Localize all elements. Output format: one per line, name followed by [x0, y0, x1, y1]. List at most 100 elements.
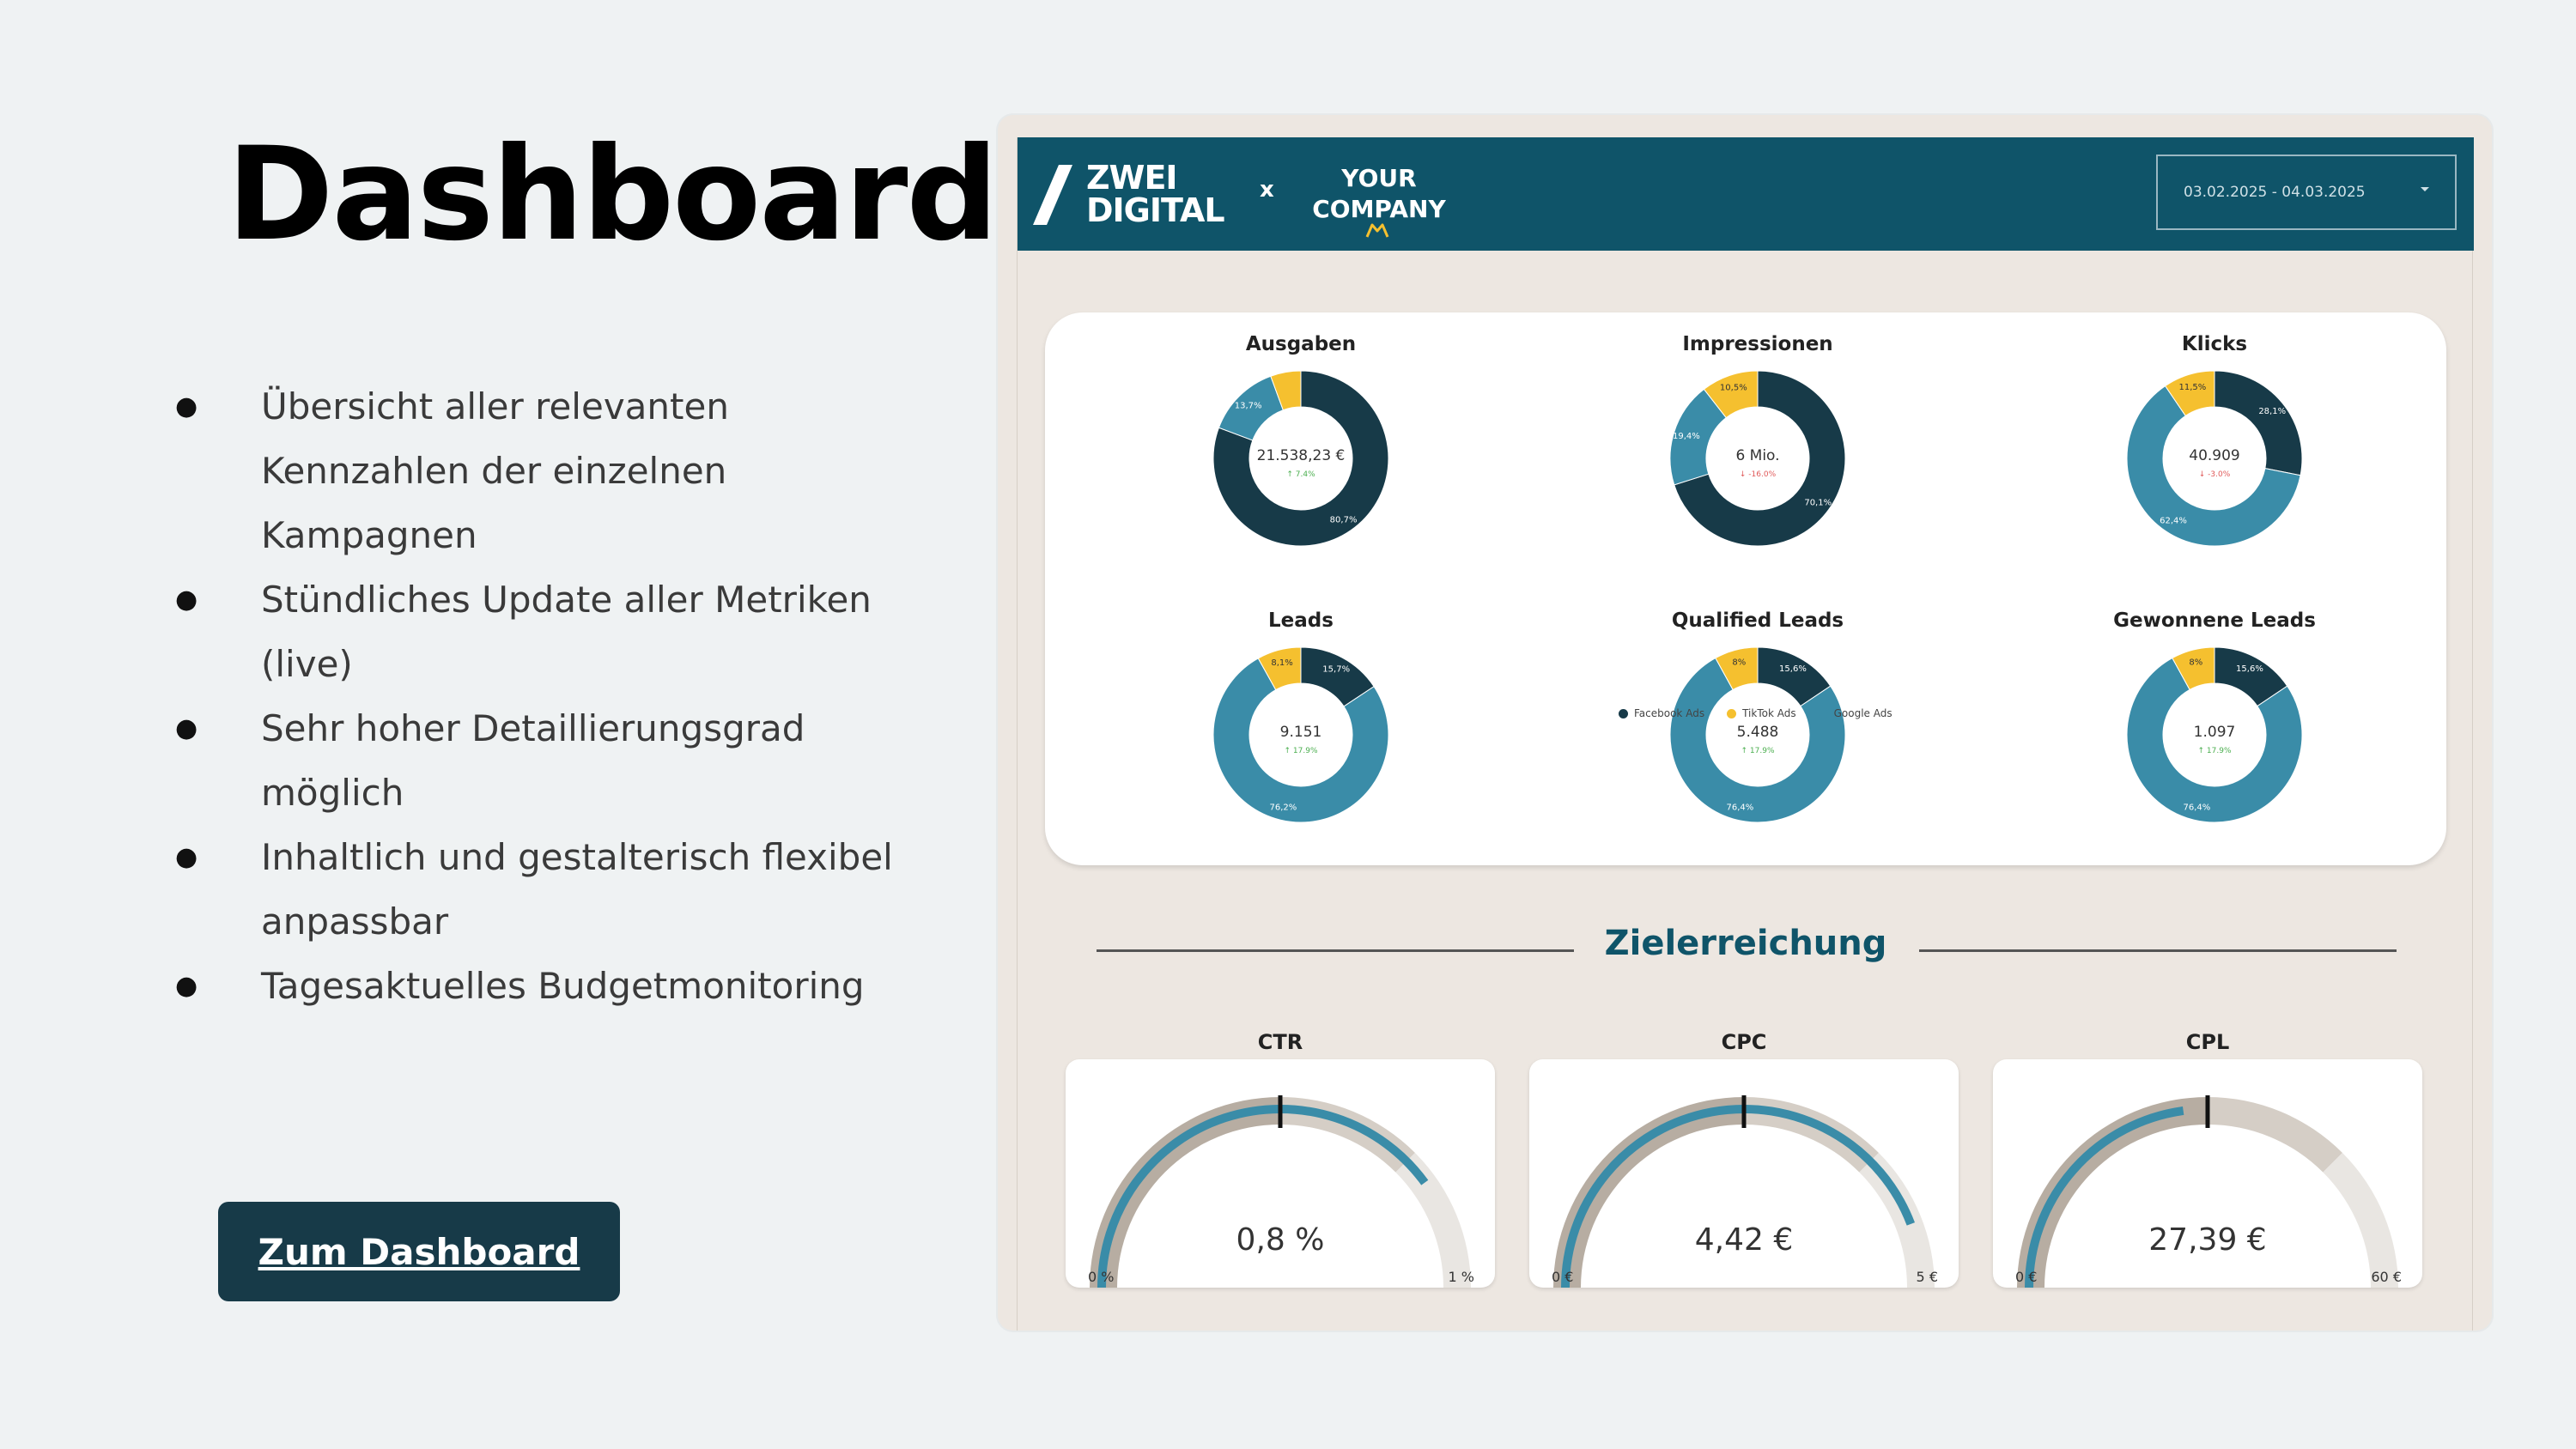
- slice-label: 15,6%: [2236, 664, 2263, 674]
- brand-logo: ZWEI DIGITAL: [1086, 161, 1225, 229]
- donut-svg: Ausgaben 80,7% 13,7% 21.538,23 € ↑ 7.4%: [1212, 333, 1389, 547]
- slice-label: 76,4%: [2184, 803, 2211, 813]
- legend-dot-icon: [1818, 708, 1828, 718]
- chart-change: ↓ -16.0%: [1740, 470, 1777, 479]
- gauge-title: CPC: [1721, 1030, 1767, 1054]
- gauge-value-arc: [1097, 1105, 1429, 1288]
- chart-title: Leads: [1268, 609, 1334, 632]
- slice-label: 15,6%: [1779, 664, 1807, 674]
- donut-slice-facebook: [2214, 370, 2303, 476]
- donut-slice-google: [2126, 385, 2301, 547]
- client-logo: YOUR COMPANY: [1297, 163, 1461, 225]
- feature-list: Übersicht aller relevanten Kennzahlen de…: [172, 374, 927, 1018]
- slice-label: 62,4%: [2160, 517, 2187, 526]
- donut-slice-tiktok: [1703, 370, 1759, 419]
- slice-label: 8%: [2189, 658, 2202, 668]
- slice-label: 76,2%: [1270, 803, 1297, 813]
- donut-svg: Qualified Leads 15,6% 76,4% 8% 5.488 ↑ 17.9%: [1669, 609, 1846, 823]
- feature-item: Inhaltlich und gestalterisch flexibel an…: [172, 825, 927, 954]
- legend-label: Google Ads: [1833, 707, 1893, 719]
- dashboard-canvas: ZWEI DIGITAL x YOUR COMPANY 03.02.2025 -…: [1017, 137, 2474, 1331]
- chart-center-value: 21.538,23 €: [1257, 447, 1346, 464]
- legend-dot-icon: [1619, 708, 1628, 718]
- donut-slice-tiktok: [1715, 646, 1759, 691]
- brand-separator: x: [1260, 177, 1274, 203]
- slice-label: 10,5%: [1720, 384, 1747, 393]
- legend-label: Facebook Ads: [1634, 707, 1705, 719]
- slice-label: 8,1%: [1271, 658, 1292, 668]
- page-title: Dashboard: [227, 120, 999, 270]
- client-logo-line: YOUR: [1341, 164, 1417, 192]
- gauge-band: [1090, 1097, 1280, 1288]
- gauge-band: [1553, 1097, 1744, 1288]
- chart-change: ↑ 17.9%: [1285, 747, 1318, 755]
- slice-label: 76,4%: [1727, 803, 1754, 813]
- gauge-min-label: 0 €: [2015, 1269, 2038, 1285]
- chart-title: Klicks: [2182, 333, 2247, 355]
- gauge-band: [2323, 1153, 2398, 1288]
- donut-slice-google: [1212, 658, 1389, 823]
- legend-item-facebook: Facebook Ads: [1619, 707, 1704, 719]
- feature-item: Tagesaktuelles Budgetmonitoring: [172, 954, 927, 1018]
- date-range-value: 03.02.2025 - 04.03.2025: [2184, 184, 2366, 201]
- gauge-svg: [1553, 1095, 1935, 1288]
- gauge-max-label: 60 €: [2371, 1269, 2402, 1285]
- to-dashboard-button[interactable]: Zum Dashboard: [218, 1202, 620, 1301]
- gauge-max-label: 5 €: [1916, 1269, 1938, 1285]
- gauge-value-arc: [2025, 1106, 2184, 1288]
- kpi-donut-chart: Qualified Leads 15,6% 76,4% 8% 5.488 ↑ 17.9%: [1629, 597, 1886, 855]
- chart-center-value: 5.488: [1737, 724, 1779, 741]
- kpi-donut-chart: Ausgaben 80,7% 13,7% 21.538,23 € ↑ 7.4%: [1172, 321, 1430, 579]
- chart-center-value: 9.151: [1280, 724, 1322, 741]
- chart-change: ↑ 17.9%: [1741, 747, 1775, 755]
- gauge-min-label: 0 %: [1088, 1269, 1115, 1285]
- gauge-band: [1859, 1153, 1935, 1288]
- chart-change: ↑ 7.4%: [1286, 470, 1315, 479]
- date-range-selector[interactable]: 03.02.2025 - 04.03.2025: [2156, 155, 2457, 230]
- chart-center-value: 6 Mio.: [1735, 447, 1779, 464]
- donut-slice-google: [2126, 657, 2303, 823]
- gauge-svg: [2017, 1095, 2398, 1288]
- section-title: Zielerreichung: [1604, 924, 1887, 963]
- section-divider: [1097, 949, 1574, 952]
- donut-slice-tiktok: [2172, 646, 2215, 691]
- slice-label: 80,7%: [1330, 515, 1358, 524]
- gauge-card: 0,8 % 0 % 1 %: [1066, 1059, 1495, 1288]
- client-logo-line: COMPANY: [1312, 195, 1446, 223]
- donut-slice-google: [1669, 657, 1846, 823]
- kpi-donut-chart: Leads 15,7% 76,2% 8,1% 9.151 ↑ 17.9%: [1172, 597, 1430, 855]
- chart-center-value: 1.097: [2194, 724, 2236, 741]
- chart-title: Impressionen: [1682, 333, 1832, 355]
- chart-title: Ausgaben: [1246, 333, 1356, 355]
- kpi-donut-chart: Klicks 28,1% 62,4% 11,5% 40.909 ↓ -3.0%: [2086, 321, 2343, 579]
- slice-label: 28,1%: [2258, 407, 2286, 416]
- gauge-title: CTR: [1257, 1030, 1303, 1054]
- donut-svg: Klicks 28,1% 62,4% 11,5% 40.909 ↓ -3.0%: [2126, 333, 2303, 547]
- brand-logo-line: DIGITAL: [1086, 191, 1225, 229]
- gauge-title: CPL: [2185, 1030, 2230, 1054]
- donut-svg: Gewonnene Leads 15,6% 76,4% 8% 1.097 ↑ 17.9%: [2113, 609, 2316, 823]
- legend-dot-icon: [1727, 708, 1737, 718]
- donut-slice-tiktok: [1270, 370, 1302, 411]
- donut-slice-tiktok: [1257, 646, 1302, 691]
- gauge-card: 4,42 € 0 € 5 €: [1529, 1059, 1959, 1288]
- gauge-value: 0,8 %: [1236, 1222, 1325, 1258]
- dashboard-preview: ZWEI DIGITAL x YOUR COMPANY 03.02.2025 -…: [998, 115, 2492, 1331]
- donut-svg: Leads 15,7% 76,2% 8,1% 9.151 ↑ 17.9%: [1212, 609, 1389, 823]
- dashboard-header: ZWEI DIGITAL x YOUR COMPANY 03.02.2025 -…: [1018, 137, 2474, 251]
- brand-logo-icon: [1033, 165, 1072, 225]
- feature-item: Übersicht aller relevanten Kennzahlen de…: [172, 374, 927, 567]
- kpi-donut-chart: Gewonnene Leads 15,6% 76,4% 8% 1.097 ↑ 17.9%: [2086, 597, 2343, 855]
- legend-item-google: Google Ads: [1818, 707, 1893, 719]
- chart-change: ↑ 17.9%: [2198, 747, 2232, 755]
- legend-item-tiktok: TikTok Ads: [1727, 707, 1796, 719]
- feature-item: Sehr hoher Detaillierungsgrad möglich: [172, 696, 927, 825]
- chart-legend: Facebook Ads TikTok Ads Google Ads: [1619, 707, 1893, 719]
- slice-label: 19,4%: [1673, 432, 1700, 441]
- slice-label: 15,7%: [1322, 664, 1350, 674]
- gauge-card: 27,39 € 0 € 60 €: [1993, 1059, 2422, 1288]
- slice-label: 8%: [1732, 658, 1746, 668]
- gauge-band: [1395, 1153, 1471, 1288]
- gauge-max-label: 1 %: [1448, 1269, 1474, 1285]
